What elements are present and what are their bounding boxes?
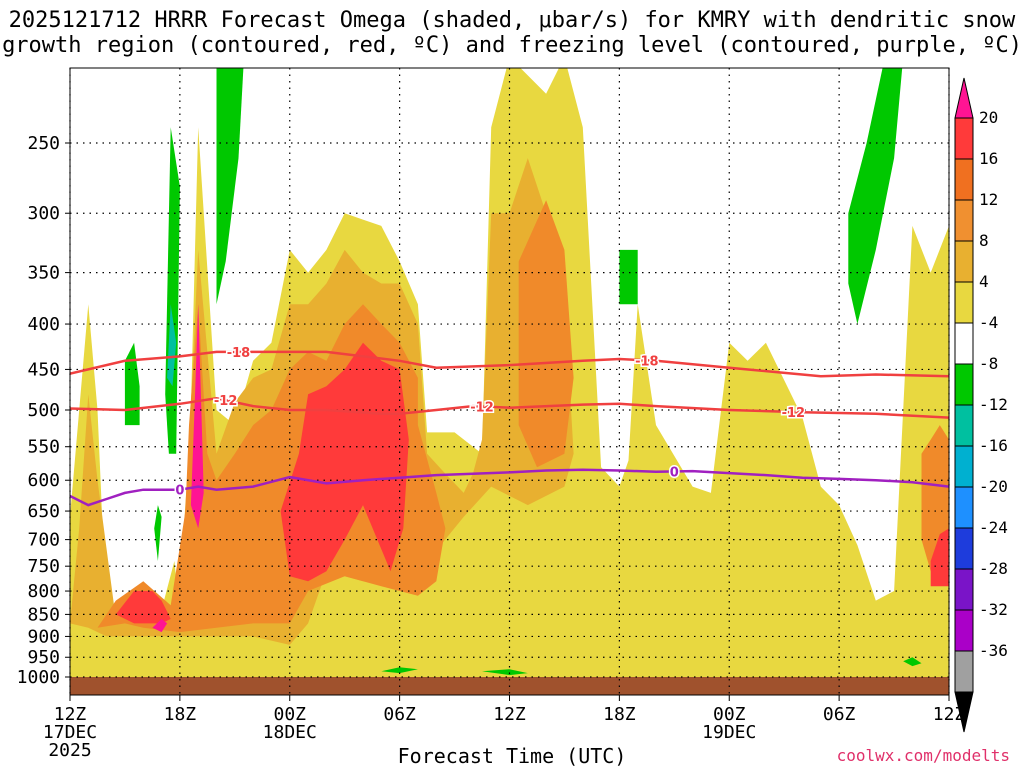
chart-title-line2: growth region (contoured, red, ºC) and f…	[2, 33, 1022, 58]
colorbar-legend: 20 16 12 8 4 -4 -8 -12 -16 -20 -24 -28 -32 -36	[954, 77, 1008, 733]
contour-line-2	[70, 468, 949, 507]
colorbar-tick-label: -16	[979, 436, 1008, 455]
colorbar-bottom-arrow	[954, 691, 974, 733]
colorbar-swatch	[954, 568, 974, 611]
y-tick-label: 850	[27, 604, 60, 625]
colorbar-tick-label: 16	[979, 149, 998, 168]
colorbar-swatch	[954, 609, 974, 652]
contour-label-2-0: 0	[175, 484, 184, 499]
x-tick-label: 18Z	[164, 704, 197, 725]
contour-line-0	[70, 350, 949, 378]
contour-label-0-0: -18	[227, 346, 251, 361]
colorbar-tick-label: -28	[979, 559, 1008, 578]
x-tick-label: 06Z	[823, 704, 856, 725]
x-tick-label: 00Z	[713, 704, 746, 725]
y-tick-label: 700	[27, 530, 60, 551]
colorbar-tick-label: -32	[979, 600, 1008, 619]
contour-label-1-1: -12	[470, 401, 494, 416]
colorbar-tick-label: -4	[979, 313, 998, 332]
x-axis-title: Forecast Time (UTC)	[397, 744, 627, 768]
colorbar-top-arrow	[954, 77, 974, 119]
colorbar-swatch	[954, 486, 974, 529]
omega-region-neg8-12	[124, 342, 140, 426]
omega-region-pos16-4	[115, 591, 171, 624]
colorbar-swatch	[954, 404, 974, 447]
y-tick-label: 950	[27, 647, 60, 668]
x-tick-date: 19DEC	[702, 722, 756, 743]
contour-label-1-0: -12	[214, 394, 238, 409]
y-tick-label: 650	[27, 501, 60, 522]
colorbar-tick-label: 4	[979, 272, 989, 291]
y-tick-label: 350	[27, 263, 60, 284]
omega-region-neg8-15	[848, 68, 903, 324]
y-tick-label: 250	[27, 133, 60, 154]
colorbar-swatch	[954, 240, 974, 283]
colorbar-tick-label: 12	[979, 190, 998, 209]
omega-region-neg8-10	[216, 68, 244, 305]
colorbar-tick-label: -24	[979, 518, 1008, 537]
omega-region-neg8-17	[482, 669, 528, 676]
x-tick-label: 18Z	[603, 704, 636, 725]
chart-title-line1: 2025121712 HRRR Forecast Omega (shaded, …	[8, 8, 1016, 33]
omega-region-pos20-7	[152, 618, 168, 633]
y-axis: 2503003504004505005506006507007508008509…	[17, 133, 70, 688]
x-tick-label: 00Z	[273, 704, 306, 725]
contour-label-1-2: -12	[782, 406, 806, 421]
x-tick-label: 12Z	[493, 704, 526, 725]
colorbar-swatch	[954, 281, 974, 324]
colorbar-tick-label: -8	[979, 354, 998, 373]
omega-region-neg8-16	[381, 667, 418, 674]
x-tick-year: 2025	[48, 740, 91, 761]
omega-shading	[70, 68, 949, 677]
y-tick-label: 600	[27, 470, 60, 491]
temperature-contours: -18 -18 -12 -12 -12 0 0	[70, 344, 949, 507]
omega-region-neg8-18	[903, 657, 922, 667]
omega-region-neg12-19	[167, 304, 177, 387]
colorbar-swatch	[954, 445, 974, 488]
omega-region-neg8-13	[154, 505, 162, 561]
y-tick-label: 800	[27, 581, 60, 602]
omega-region-neg8-14	[619, 249, 638, 305]
colorbar-swatch	[954, 650, 974, 693]
y-tick-label: 500	[27, 400, 60, 421]
site-credit-link[interactable]: coolwx.com/modelts	[836, 746, 1010, 765]
x-tick-label: 12Z	[933, 704, 966, 725]
omega-region-pos16-5	[280, 342, 409, 582]
colorbar-tick-label: -12	[979, 395, 1008, 414]
y-tick-label: 750	[27, 556, 60, 577]
colorbar-swatch	[954, 158, 974, 201]
y-tick-label: 450	[27, 359, 60, 380]
colorbar-tick-label: -36	[979, 641, 1008, 660]
y-tick-label: 550	[27, 437, 60, 458]
x-tick-label: 06Z	[383, 704, 416, 725]
colorbar-swatch	[954, 363, 974, 406]
x-tick-label: 12Z	[54, 704, 87, 725]
y-tick-label: 900	[27, 626, 60, 647]
omega-region-pos12-3	[518, 200, 574, 468]
contour-label-2-1: 0	[670, 465, 679, 480]
y-tick-label: 300	[27, 203, 60, 224]
colorbar-tick-label: 20	[979, 108, 998, 127]
y-tick-label: 400	[27, 314, 60, 335]
colorbar-tick-label: -20	[979, 477, 1008, 496]
colorbar-swatch	[954, 527, 974, 570]
omega-region-pos20-6	[190, 304, 204, 529]
colorbar-swatch	[954, 117, 974, 160]
x-tick-date: 18DEC	[263, 722, 317, 743]
colorbar-tick-label: 8	[979, 231, 989, 250]
x-tick-date: 17DEC	[43, 722, 97, 743]
colorbar-swatch	[954, 322, 974, 365]
y-tick-label: 1000	[17, 667, 60, 688]
colorbar-swatch	[954, 199, 974, 242]
contour-label-0-1: -18	[635, 354, 659, 369]
contour-line-1	[70, 397, 949, 419]
omega-region-pos16-9	[930, 528, 949, 587]
